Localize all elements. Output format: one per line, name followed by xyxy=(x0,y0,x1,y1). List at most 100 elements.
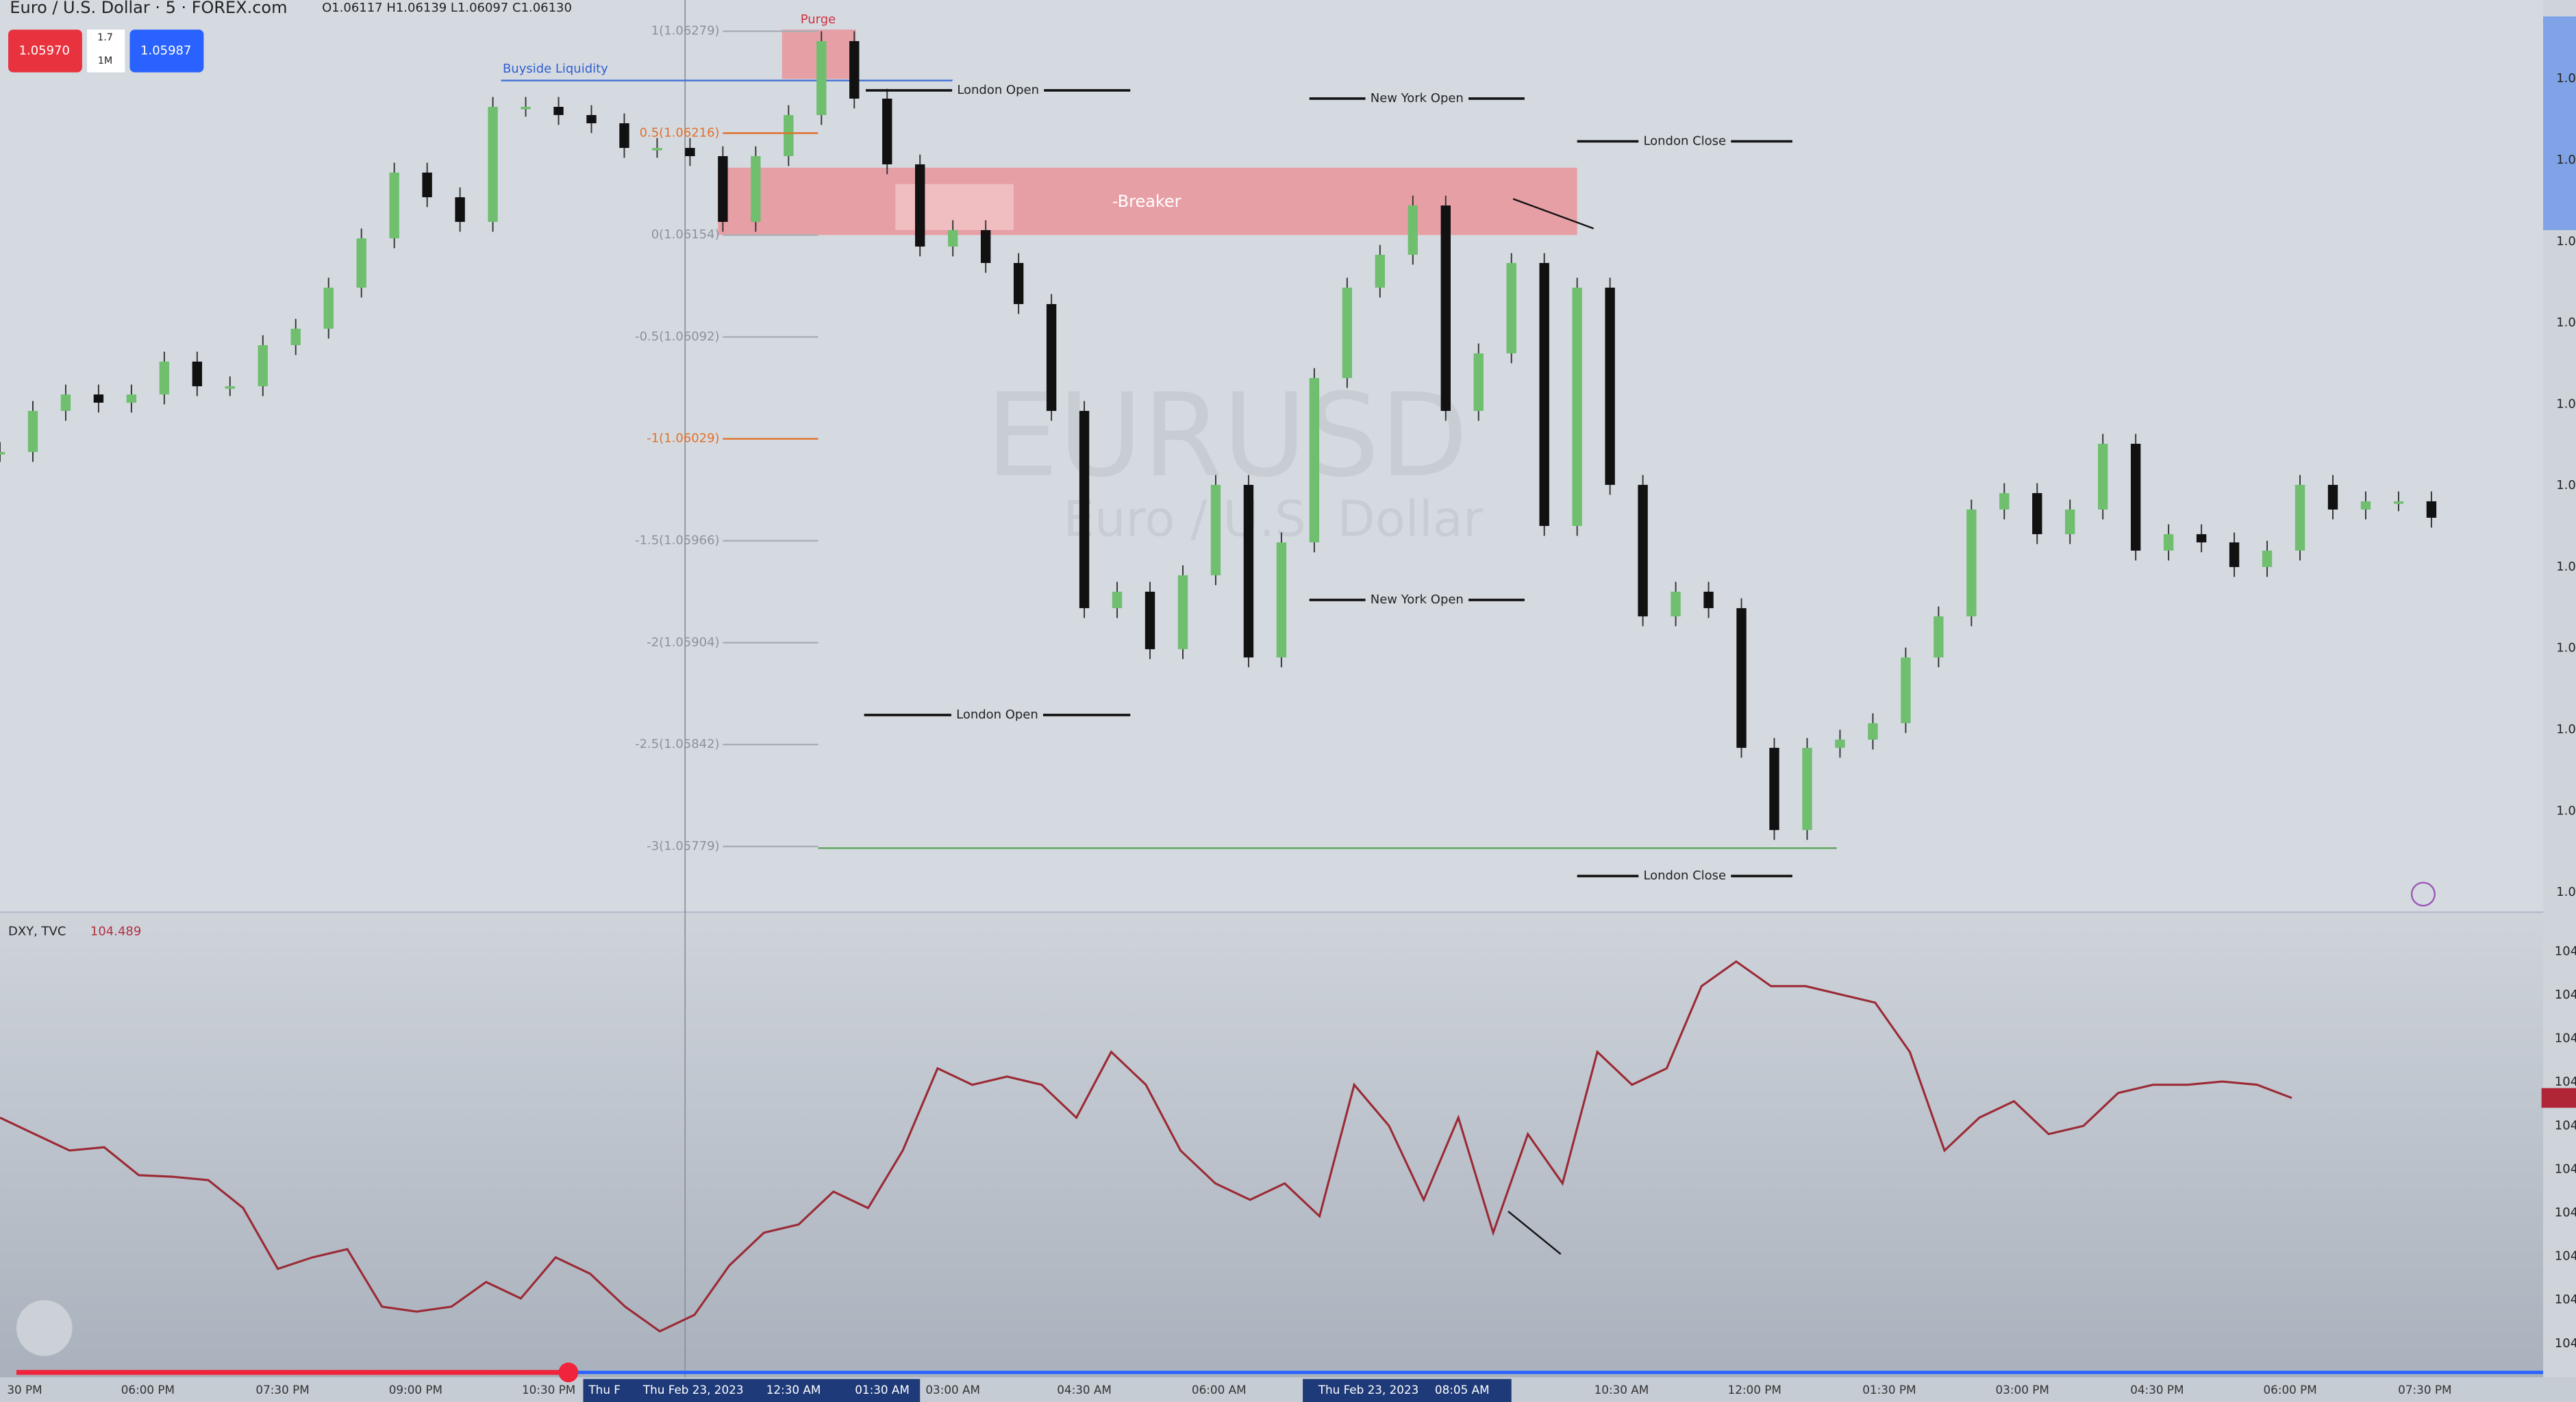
time-label: Thu Feb 23, 2023 xyxy=(1318,1383,1419,1397)
alert-icon[interactable] xyxy=(2410,881,2436,907)
candle xyxy=(652,147,662,151)
time-label: 01:30 PM xyxy=(1862,1383,1916,1397)
time-label: 09:00 PM xyxy=(389,1383,442,1397)
price-axis-label: 1.0 xyxy=(2556,560,2576,574)
price-axis-label: 1.0 xyxy=(2556,316,2576,330)
candle xyxy=(1375,254,1386,288)
candle xyxy=(685,147,695,156)
candle xyxy=(1769,747,1779,830)
time-label: Thu F xyxy=(588,1383,621,1397)
candle xyxy=(2163,534,2174,551)
dxy-line-group xyxy=(0,960,2292,1333)
dxy-line xyxy=(0,960,2292,1333)
sell-price[interactable]: 1.05970 xyxy=(19,43,70,58)
purge-label: Purge xyxy=(801,12,836,27)
candle xyxy=(2327,484,2338,510)
candle xyxy=(1145,591,1155,649)
fib-label: -0.5(1.06092) xyxy=(635,329,719,344)
price-axis-label: 1.0 xyxy=(2556,722,2576,736)
time-label: 04:30 PM xyxy=(2130,1383,2184,1397)
session-label-bg xyxy=(1638,866,1731,886)
candle xyxy=(553,106,564,115)
replay-handle[interactable] xyxy=(558,1362,579,1383)
candle xyxy=(521,106,531,110)
dxy-axis-label: 104 xyxy=(2555,1292,2576,1307)
candle xyxy=(1473,353,1484,411)
session-label: London Open xyxy=(957,83,1039,97)
dxy-title: DXY, TVC xyxy=(8,925,66,939)
price-axis-label: 1.0 xyxy=(2556,234,2576,249)
fib-label: -3(1.05779) xyxy=(647,839,719,853)
time-highlight xyxy=(1303,1379,1512,1402)
candle xyxy=(1506,262,1516,353)
price-axis-label: 1.0 xyxy=(2556,885,2576,899)
buy-button[interactable] xyxy=(129,29,204,73)
dxy-last: 104.489 xyxy=(90,925,141,939)
candle xyxy=(323,287,334,329)
candles xyxy=(0,31,2437,840)
time-label: Thu Feb 23, 2023 xyxy=(642,1383,744,1397)
candle xyxy=(258,345,268,386)
candle xyxy=(2294,484,2305,551)
candle xyxy=(1605,287,1615,485)
symbol: Euro / U.S. Dollar · 5 · FOREX.com xyxy=(10,0,287,17)
candle xyxy=(751,155,761,222)
candle xyxy=(2196,534,2207,542)
candle xyxy=(422,172,432,197)
sell-button[interactable] xyxy=(8,29,82,73)
candle xyxy=(849,40,860,99)
candle xyxy=(93,394,104,403)
session-label: New York Open xyxy=(1371,91,1464,105)
breaker-inner xyxy=(895,184,1014,230)
watermark: EURUSD xyxy=(986,368,1468,503)
candle xyxy=(356,238,366,288)
candle xyxy=(1046,303,1057,411)
candle xyxy=(290,328,301,345)
candle xyxy=(1177,575,1188,649)
candle xyxy=(1408,205,1418,255)
session-label: London Close xyxy=(1643,134,1726,148)
qty[interactable]: 1M xyxy=(98,55,113,66)
candle xyxy=(2098,443,2108,510)
fib-label: -2(1.05904) xyxy=(647,635,719,649)
breaker-label: -Breaker xyxy=(1112,192,1181,211)
time-scale xyxy=(0,1377,2576,1402)
candle xyxy=(2229,542,2240,567)
candle xyxy=(1342,287,1353,378)
session-label-bg xyxy=(952,80,1045,101)
candle xyxy=(2032,492,2042,534)
watermark-name: Euro / U.S. Dollar xyxy=(1063,490,1484,548)
candle xyxy=(980,229,991,263)
candle xyxy=(455,197,465,222)
candle xyxy=(619,123,629,148)
time-label: 07:30 PM xyxy=(255,1383,309,1397)
dxy-axis-label: 104 xyxy=(2555,1031,2576,1046)
price-axis-label: 1.0 xyxy=(2556,153,2576,167)
candle xyxy=(586,114,597,123)
time-label: 03:00 AM xyxy=(925,1383,980,1397)
price-pane xyxy=(0,0,2576,912)
candle xyxy=(1835,739,1845,748)
session-label-bg xyxy=(1365,88,1469,109)
time-label: 30 PM xyxy=(7,1383,42,1397)
candle xyxy=(2393,501,2404,504)
session-label-bg xyxy=(1638,131,1731,151)
candle xyxy=(27,410,38,452)
candle xyxy=(488,106,498,222)
price-axis-label: 1.0 xyxy=(2556,397,2576,411)
candle xyxy=(60,394,71,411)
arrow xyxy=(1508,1210,1562,1255)
candle xyxy=(0,451,5,455)
candle xyxy=(2262,550,2273,567)
buy-price[interactable]: 1.05987 xyxy=(140,43,191,58)
time-label: 10:30 AM xyxy=(1595,1383,1649,1397)
time-label: 04:30 AM xyxy=(1057,1383,1112,1397)
qty-box[interactable] xyxy=(87,29,125,73)
fib-label: 1(1.06279) xyxy=(651,24,720,38)
price-scale xyxy=(2543,0,2576,1402)
candle xyxy=(947,229,958,247)
candle xyxy=(882,98,892,164)
time-label: 07:30 PM xyxy=(2398,1383,2451,1397)
tv-logo[interactable] xyxy=(16,1300,73,1356)
dxy-axis-label: 104 xyxy=(2555,1075,2576,1089)
